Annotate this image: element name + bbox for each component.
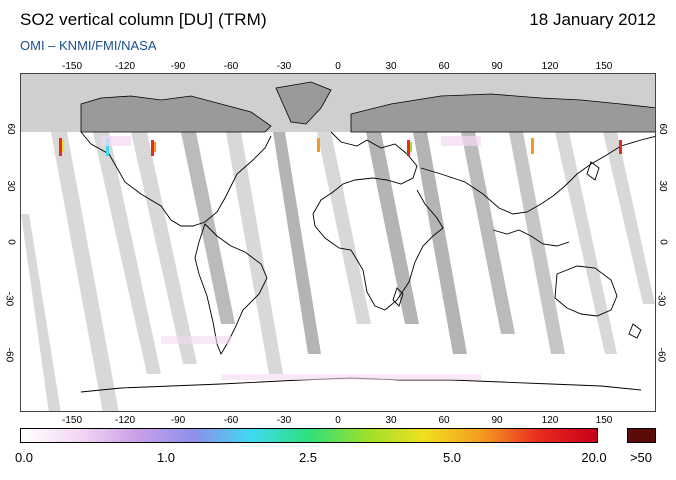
- lon-tick-bottom: -120: [114, 415, 136, 426]
- lon-tick-top: 120: [541, 61, 559, 72]
- so2-spot: [59, 138, 62, 156]
- lon-tick-top: 90: [491, 61, 503, 72]
- lon-tick-bottom: 120: [541, 415, 559, 426]
- orbit-gap-band: [226, 132, 283, 374]
- lon-tick-bottom: 90: [491, 415, 503, 426]
- orbit-gap-band: [555, 132, 617, 354]
- orbit-gap-band: [51, 132, 119, 411]
- colorbar-overflow-box: [627, 428, 656, 443]
- australia-coast: [554, 265, 618, 317]
- lon-tick-top: -30: [276, 61, 292, 72]
- lon-tick-top: 0: [335, 61, 341, 72]
- lon-tick-top: -90: [170, 61, 186, 72]
- so2-spot: [410, 142, 412, 152]
- lat-tick-left: -30: [3, 291, 15, 307]
- japan-coast: [586, 161, 600, 181]
- madagascar-coast: [392, 287, 404, 307]
- lon-tick-top: -150: [61, 61, 83, 72]
- antarctica-coast: [80, 377, 642, 393]
- so2-hotspots: [59, 136, 622, 380]
- greenland: [275, 81, 332, 125]
- data-source: OMI – KNMI/FMI/NASA: [20, 38, 157, 53]
- so2-spot: [151, 140, 154, 156]
- lat-tick-right: 0: [657, 239, 669, 245]
- map-title: SO2 vertical column [DU] (TRM): [20, 10, 267, 29]
- so2-spot: [317, 138, 320, 152]
- so2-spot: [531, 138, 534, 154]
- colorbar-label: 0.0: [14, 450, 34, 465]
- eurasia-arctic: [350, 93, 655, 133]
- colorbar-label: 1.0: [156, 450, 176, 465]
- southeast-asia-coast: [492, 229, 570, 247]
- colorbar-label: 20.0: [581, 450, 607, 465]
- world-map-svg: [21, 74, 655, 411]
- lon-tick-top: -120: [114, 61, 136, 72]
- lat-tick-left: 60: [5, 123, 17, 135]
- north-america-arctic: [80, 95, 272, 133]
- new-zealand-coast: [628, 323, 642, 339]
- so2-spot: [407, 140, 410, 156]
- map-date: 18 January 2012: [529, 10, 656, 29]
- colorbar-scale: [20, 428, 598, 443]
- lat-tick-left: 0: [5, 239, 17, 245]
- lon-tick-bottom: 0: [335, 415, 341, 426]
- orbit-gap-band: [461, 132, 515, 334]
- lat-tick-right: -30: [655, 291, 667, 307]
- so2-spot: [619, 140, 622, 154]
- colorbar-label: >50: [629, 450, 653, 465]
- so2-haze: [441, 136, 481, 146]
- so2-haze: [221, 374, 481, 380]
- so2-map: [20, 73, 656, 412]
- orbit-gap-band: [131, 132, 197, 364]
- lon-tick-bottom: -150: [61, 415, 83, 426]
- lon-tick-top: 60: [438, 61, 450, 72]
- orbit-gap-band: [273, 132, 321, 354]
- lat-tick-left: -60: [3, 347, 15, 363]
- colorbar-label: 5.0: [442, 450, 462, 465]
- so2-spot: [62, 140, 64, 152]
- so2-haze: [161, 336, 231, 344]
- orbit-gaps: [21, 132, 655, 411]
- lon-tick-bottom: 30: [385, 415, 397, 426]
- lat-tick-right: 30: [657, 180, 669, 192]
- lat-tick-right: 60: [657, 123, 669, 135]
- so2-spot: [154, 142, 156, 152]
- africa-europe-coast: [312, 131, 444, 311]
- orbit-gap-band: [21, 214, 61, 411]
- lat-tick-left: 30: [5, 180, 17, 192]
- asia-coast: [420, 136, 655, 215]
- orbit-gap-band: [509, 132, 565, 354]
- lat-tick-right: -60: [655, 347, 667, 363]
- orbit-gap-band: [317, 132, 371, 324]
- lon-tick-top: -60: [223, 61, 239, 72]
- orbit-gap-band: [181, 132, 235, 324]
- lon-tick-top: 150: [595, 61, 613, 72]
- orbit-gap-band: [93, 132, 161, 374]
- north-america-coast: [80, 131, 272, 227]
- orbit-gap-band: [366, 132, 419, 324]
- colorbar-label: 2.5: [298, 450, 318, 465]
- northern-land: [80, 81, 655, 133]
- so2-spot: [106, 138, 109, 156]
- lon-tick-bottom: 60: [438, 415, 450, 426]
- lon-tick-bottom: 150: [595, 415, 613, 426]
- lon-tick-top: 30: [385, 61, 397, 72]
- lon-tick-bottom: -30: [276, 415, 292, 426]
- lon-tick-bottom: -90: [170, 415, 186, 426]
- so2-haze: [101, 136, 131, 146]
- orbit-gap-band: [413, 132, 467, 354]
- orbit-gap-band: [603, 132, 655, 304]
- lon-tick-bottom: -60: [223, 415, 239, 426]
